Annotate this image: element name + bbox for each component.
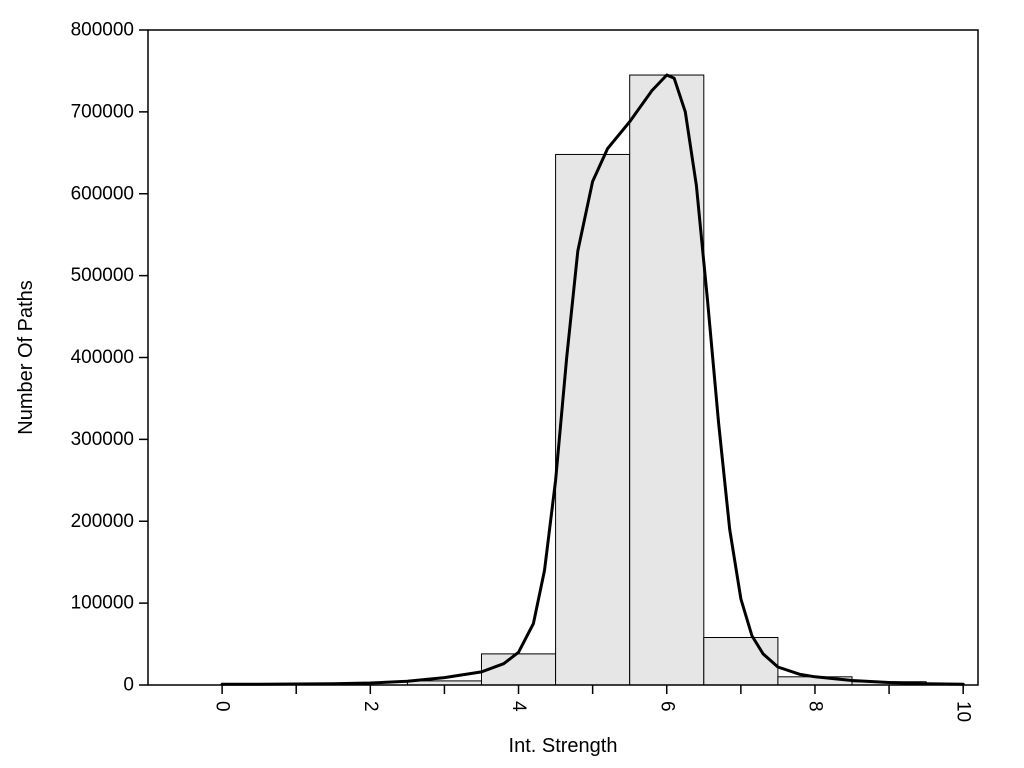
histogram-bar: [703, 637, 779, 686]
y-tick-label: 0: [123, 675, 134, 696]
x-axis-label: Int. Strength: [509, 735, 618, 757]
y-tick-label: 400000: [71, 347, 134, 368]
histogram-bar: [629, 74, 705, 686]
y-tick-label: 100000: [71, 593, 134, 614]
histogram-bar: [480, 653, 557, 686]
y-tick-label: 500000: [71, 265, 134, 286]
y-tick-label: 700000: [71, 101, 134, 122]
histogram-bar: [555, 153, 631, 686]
x-tick-label: 2: [360, 701, 381, 712]
density-curve: [220, 73, 965, 686]
x-tick-label: 0: [212, 701, 233, 712]
y-tick-label: 200000: [71, 511, 134, 532]
y-tick-label: 600000: [71, 183, 134, 204]
y-axis-label: Number Of Paths: [15, 280, 37, 435]
x-tick-label: 6: [656, 701, 677, 712]
x-tick-label: 10: [953, 701, 974, 722]
y-tick-label: 800000: [71, 20, 134, 41]
x-tick-label: 8: [804, 701, 825, 712]
y-tick-label: 300000: [71, 429, 134, 450]
x-tick-label: 4: [508, 701, 529, 712]
